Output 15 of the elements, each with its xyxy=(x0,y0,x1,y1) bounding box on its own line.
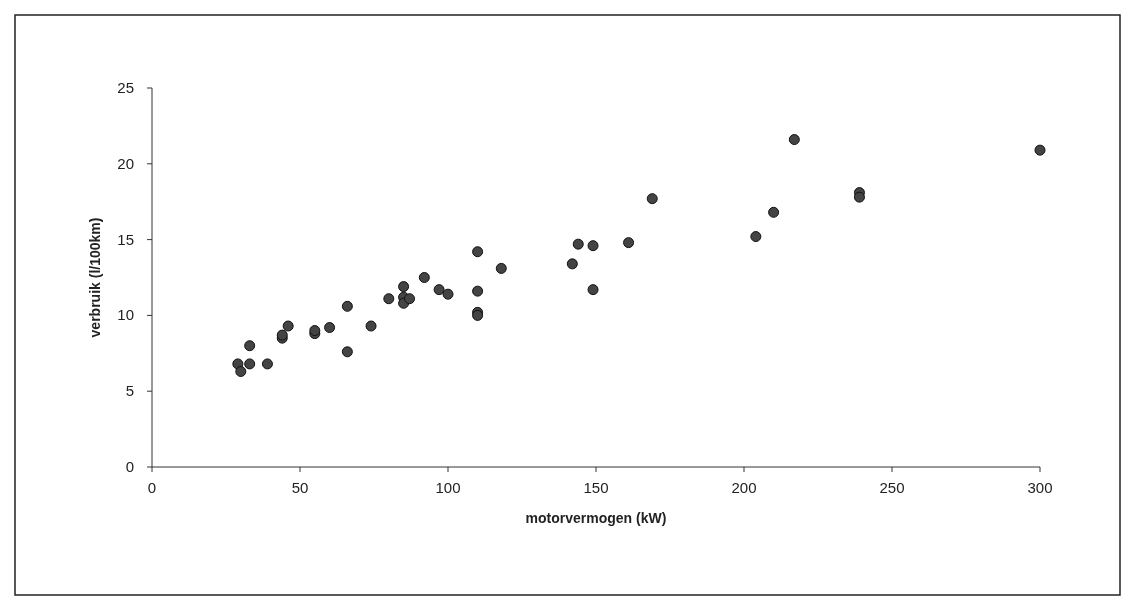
x-tick-label: 250 xyxy=(879,479,905,496)
y-tick-label: 20 xyxy=(117,154,134,172)
x-axis-title: motorvermogen (kW) xyxy=(525,510,667,526)
x-tick-label: 0 xyxy=(147,479,157,496)
x-tick-label: 50 xyxy=(291,479,309,496)
x-tick-label: 100 xyxy=(435,479,461,496)
y-tick-label: 5 xyxy=(125,382,134,400)
y-axis-title: verbruik (l/100km) xyxy=(87,217,103,338)
x-tick-label: 200 xyxy=(731,479,757,496)
y-tick-label: 0 xyxy=(125,458,134,475)
x-tick-label: 150 xyxy=(583,479,609,496)
y-tick-label: 25 xyxy=(117,79,134,96)
y-tick-label: 10 xyxy=(117,306,134,324)
y-tick-label: 15 xyxy=(117,230,134,248)
x-tick-label: 300 xyxy=(1027,479,1053,496)
